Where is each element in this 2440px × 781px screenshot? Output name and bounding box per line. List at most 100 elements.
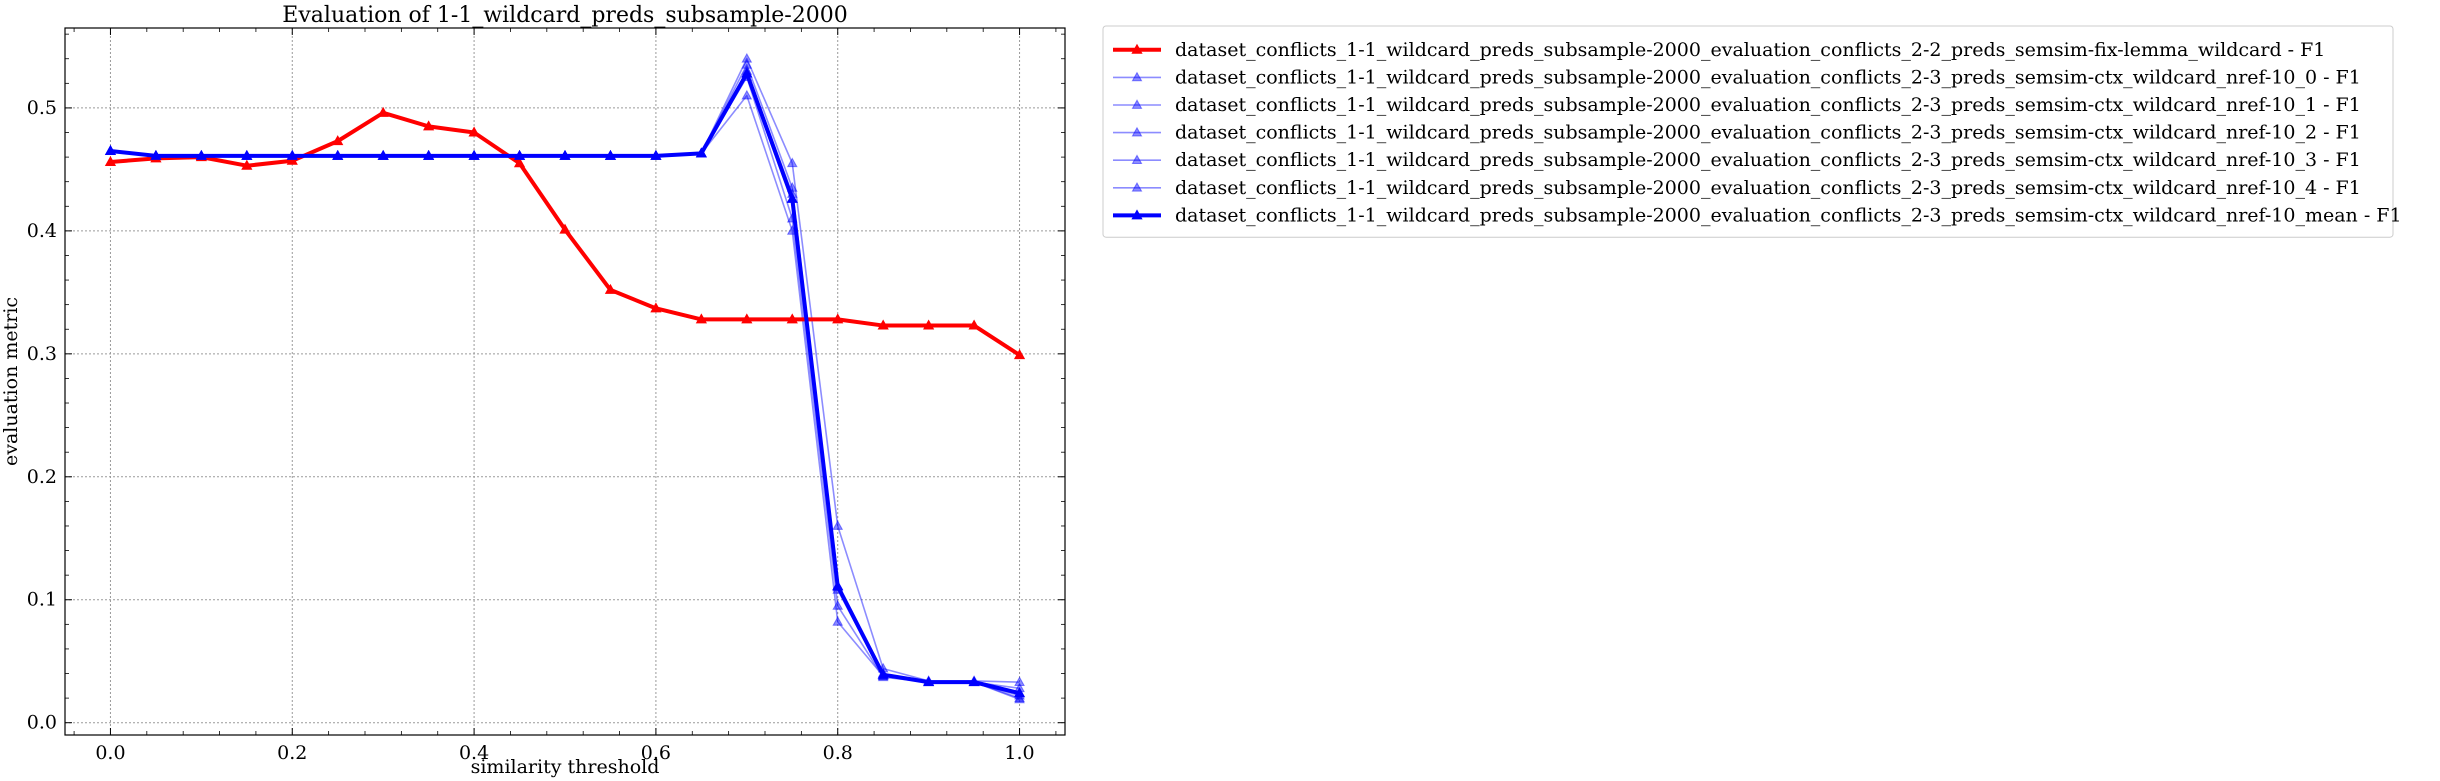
legend-entry: dataset_conflicts_1-1_wildcard_preds_sub… <box>1113 204 2402 226</box>
data-point <box>650 149 662 160</box>
data-point <box>741 313 753 324</box>
legend-label: dataset_conflicts_1-1_wildcard_preds_sub… <box>1175 177 2361 199</box>
data-point <box>195 149 207 160</box>
data-point <box>286 154 298 165</box>
series-line <box>110 110 1021 357</box>
legend-entry: dataset_conflicts_1-1_wildcard_preds_sub… <box>1113 66 2361 88</box>
data-point <box>1014 693 1025 704</box>
data-point <box>604 149 617 160</box>
data-point <box>650 302 662 313</box>
data-point <box>968 676 980 687</box>
x-tick-label: 0.6 <box>641 742 671 764</box>
data-point <box>877 319 889 330</box>
legend-swatch-marker <box>1131 209 1143 220</box>
legend-entry: dataset_conflicts_1-1_wildcard_preds_sub… <box>1113 122 2361 144</box>
legend-label: dataset_conflicts_1-1_wildcard_preds_sub… <box>1175 149 2361 171</box>
data-point <box>286 149 298 160</box>
data-point <box>377 106 389 117</box>
legend: dataset_conflicts_1-1_wildcard_preds_sub… <box>1102 25 2402 238</box>
series-line <box>110 94 1020 701</box>
data-point <box>832 520 844 530</box>
legend-box <box>1102 25 2394 238</box>
legend-swatch-marker <box>1131 126 1143 137</box>
series-0 <box>104 106 1026 360</box>
data-point <box>695 313 707 324</box>
x-axis-label: similarity threshold <box>471 756 660 778</box>
legend-swatch-marker <box>1131 154 1143 165</box>
y-tick-label: 0.2 <box>27 466 57 488</box>
legend-label: dataset_conflicts_1-1_wildcard_preds_sub… <box>1175 122 2361 144</box>
y-axis-label: evaluation metric <box>0 297 22 466</box>
tick-labels: 0.0 0.2 0.4 0.6 0.8 1.0 0.0 0.1 0.2 0.3 0.4 0.5 <box>27 97 1035 764</box>
y-tick-label: 0.0 <box>27 712 57 734</box>
data-point <box>968 319 980 330</box>
data-point <box>923 319 935 330</box>
data-point <box>1014 676 1025 686</box>
data-point <box>786 192 798 203</box>
data-point <box>377 149 389 160</box>
legend-label: dataset_conflicts_1-1_wildcard_preds_sub… <box>1175 66 2361 88</box>
x-tick-label: 0.4 <box>459 742 489 764</box>
series-5 <box>105 65 1025 702</box>
y-tick-label: 0.1 <box>27 589 57 611</box>
data-point <box>741 89 753 100</box>
y-tick-label: 0.4 <box>27 220 57 242</box>
y-tick-label: 0.5 <box>27 97 57 119</box>
data-point <box>559 149 571 160</box>
legend-swatch-marker <box>1131 71 1143 82</box>
x-tick-label: 1.0 <box>1004 742 1034 764</box>
legend-entry: dataset_conflicts_1-1_wildcard_preds_sub… <box>1113 149 2361 171</box>
data-point <box>923 676 935 687</box>
data-point <box>1013 349 1026 360</box>
data-point <box>741 67 753 78</box>
axis-ticks <box>65 28 1065 735</box>
legend-entry: dataset_conflicts_1-1_wildcard_preds_sub… <box>1113 39 2325 61</box>
data-point <box>104 155 117 167</box>
data-point <box>741 52 753 63</box>
legend-label: dataset_conflicts_1-1_wildcard_preds_sub… <box>1175 94 2361 116</box>
legend-label: dataset_conflicts_1-1_wildcard_preds_sub… <box>1175 39 2325 61</box>
data-point <box>786 157 798 168</box>
series-line <box>110 76 1020 697</box>
data-point <box>513 149 526 160</box>
data-point <box>150 149 162 160</box>
series-2 <box>105 89 1025 704</box>
data-point <box>513 157 526 168</box>
data-point <box>695 147 707 158</box>
x-tick-label: 0.0 <box>95 742 125 764</box>
data-point <box>877 668 889 679</box>
data-point <box>786 313 798 324</box>
legend-swatch-marker <box>1131 43 1143 54</box>
data-point <box>468 149 480 160</box>
plot-series <box>104 52 1026 704</box>
data-point <box>832 580 844 591</box>
legend-entry: dataset_conflicts_1-1_wildcard_preds_sub… <box>1113 177 2361 199</box>
data-point <box>1014 692 1025 702</box>
chart-title: Evaluation of 1-1_wildcard_preds_subsamp… <box>282 3 847 28</box>
legend-entry: dataset_conflicts_1-1_wildcard_preds_sub… <box>1113 94 2361 116</box>
data-point <box>832 313 844 324</box>
data-point <box>241 159 253 170</box>
data-point <box>241 149 253 160</box>
data-point <box>604 283 617 294</box>
data-point <box>1013 687 1026 698</box>
data-point <box>559 223 571 234</box>
data-point <box>104 144 117 155</box>
grid <box>65 28 1065 735</box>
data-point <box>468 126 480 137</box>
data-point <box>832 600 844 610</box>
y-tick-label: 0.3 <box>27 343 57 365</box>
data-point <box>423 149 435 160</box>
data-point <box>832 616 844 626</box>
data-point <box>423 120 435 131</box>
data-point <box>332 135 344 146</box>
x-tick-label: 0.2 <box>277 742 307 764</box>
series-6 <box>104 67 1026 698</box>
legend-swatch-marker <box>1131 181 1143 192</box>
legend-swatch-marker <box>1131 99 1143 109</box>
series-1 <box>105 52 1025 686</box>
legend-label: dataset_conflicts_1-1_wildcard_preds_sub… <box>1175 204 2402 226</box>
x-tick-label: 0.8 <box>823 742 853 764</box>
plot-frame <box>64 27 1066 736</box>
